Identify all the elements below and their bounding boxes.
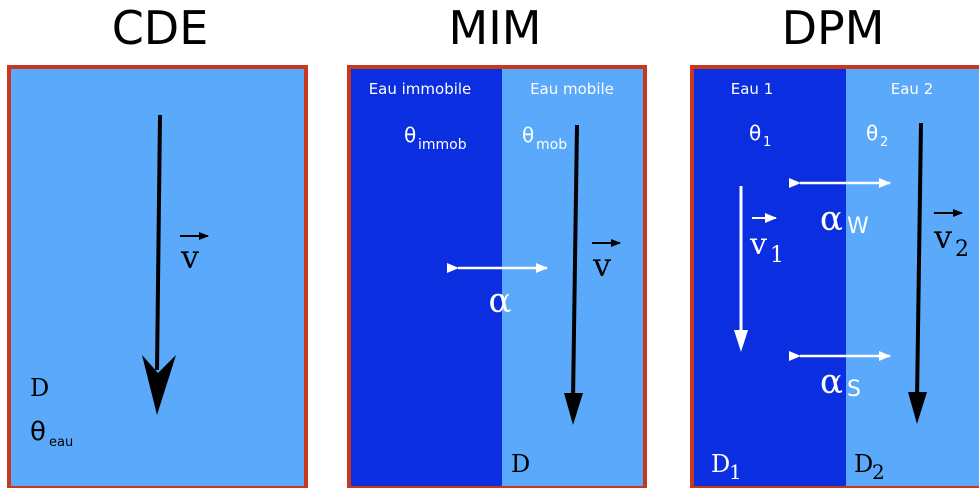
dpm-velocity-2-label: v 2 bbox=[933, 209, 969, 262]
cde-title: CDE bbox=[112, 1, 209, 55]
mim-immobile-label: Eau immobile bbox=[369, 80, 472, 98]
dpm-border bbox=[690, 65, 979, 488]
svg-text:θ: θ bbox=[404, 123, 416, 147]
svg-text:θ: θ bbox=[866, 121, 878, 145]
svg-text:immob: immob bbox=[418, 137, 467, 153]
svg-text:2: 2 bbox=[872, 460, 885, 484]
dpm-velocity-1-label: v 1 bbox=[749, 213, 784, 268]
svg-text:W: W bbox=[847, 214, 869, 239]
dpm-region-1-label: Eau 1 bbox=[731, 80, 774, 98]
mim-theta-mobile: θ mob bbox=[522, 123, 567, 153]
cde-velocity-arrow bbox=[142, 114, 176, 415]
svg-text:v: v bbox=[749, 227, 767, 262]
cde-velocity-label: v bbox=[180, 232, 209, 276]
cde-panel: CDE v D θ eau bbox=[7, 1, 308, 488]
svg-text:v: v bbox=[180, 238, 199, 276]
mim-title: MIM bbox=[449, 1, 542, 55]
dpm-velocity-1-arrow bbox=[734, 186, 748, 352]
mim-velocity-label: v bbox=[592, 239, 621, 284]
svg-text:D: D bbox=[854, 450, 873, 478]
dpm-region-1 bbox=[692, 67, 846, 488]
dpm-alpha-w-label: α W bbox=[820, 199, 869, 239]
dpm-velocity-2-arrow bbox=[908, 122, 927, 424]
dpm-title: DPM bbox=[782, 1, 885, 55]
dpm-panel: DPM Eau 1 Eau 2 θ 1 θ 2 v 1 α W bbox=[690, 1, 979, 488]
svg-text:θ: θ bbox=[30, 417, 46, 447]
mim-theta-immobile: θ immob bbox=[404, 123, 467, 153]
svg-text:eau: eau bbox=[49, 435, 73, 450]
dpm-theta-2: θ 2 bbox=[866, 121, 888, 150]
svg-text:1: 1 bbox=[770, 243, 784, 268]
cde-theta-label: θ eau bbox=[30, 417, 73, 450]
dpm-dispersion-2-label: D 2 bbox=[854, 450, 885, 484]
dpm-region-2 bbox=[846, 67, 979, 488]
svg-text:v: v bbox=[592, 246, 611, 284]
mim-border bbox=[347, 65, 647, 488]
mim-alpha-label: α bbox=[489, 281, 512, 321]
svg-text:θ: θ bbox=[749, 121, 761, 145]
mim-velocity-arrow bbox=[564, 124, 583, 425]
cde-dispersion-label: D bbox=[30, 374, 49, 402]
mim-panel: MIM Eau immobile Eau mobile θ immob θ mo… bbox=[347, 1, 647, 488]
mim-mobile-label: Eau mobile bbox=[530, 80, 614, 98]
svg-text:2: 2 bbox=[955, 237, 969, 262]
svg-text:2: 2 bbox=[880, 135, 888, 150]
svg-text:α: α bbox=[820, 199, 843, 239]
svg-text:v: v bbox=[933, 218, 952, 256]
svg-text:1: 1 bbox=[729, 460, 742, 484]
dpm-region-2-label: Eau 2 bbox=[891, 80, 934, 98]
svg-text:D: D bbox=[711, 450, 730, 478]
mim-dispersion-label: D bbox=[511, 450, 530, 478]
dpm-dispersion-1-label: D 1 bbox=[711, 450, 742, 484]
svg-text:1: 1 bbox=[763, 135, 771, 150]
svg-text:α: α bbox=[820, 362, 843, 402]
dpm-alpha-s-label: α S bbox=[820, 362, 861, 402]
dpm-theta-1: θ 1 bbox=[749, 121, 771, 150]
mim-immobile-region bbox=[349, 67, 502, 488]
svg-text:S: S bbox=[847, 377, 861, 402]
svg-text:mob: mob bbox=[536, 137, 567, 153]
svg-text:θ: θ bbox=[522, 123, 534, 147]
